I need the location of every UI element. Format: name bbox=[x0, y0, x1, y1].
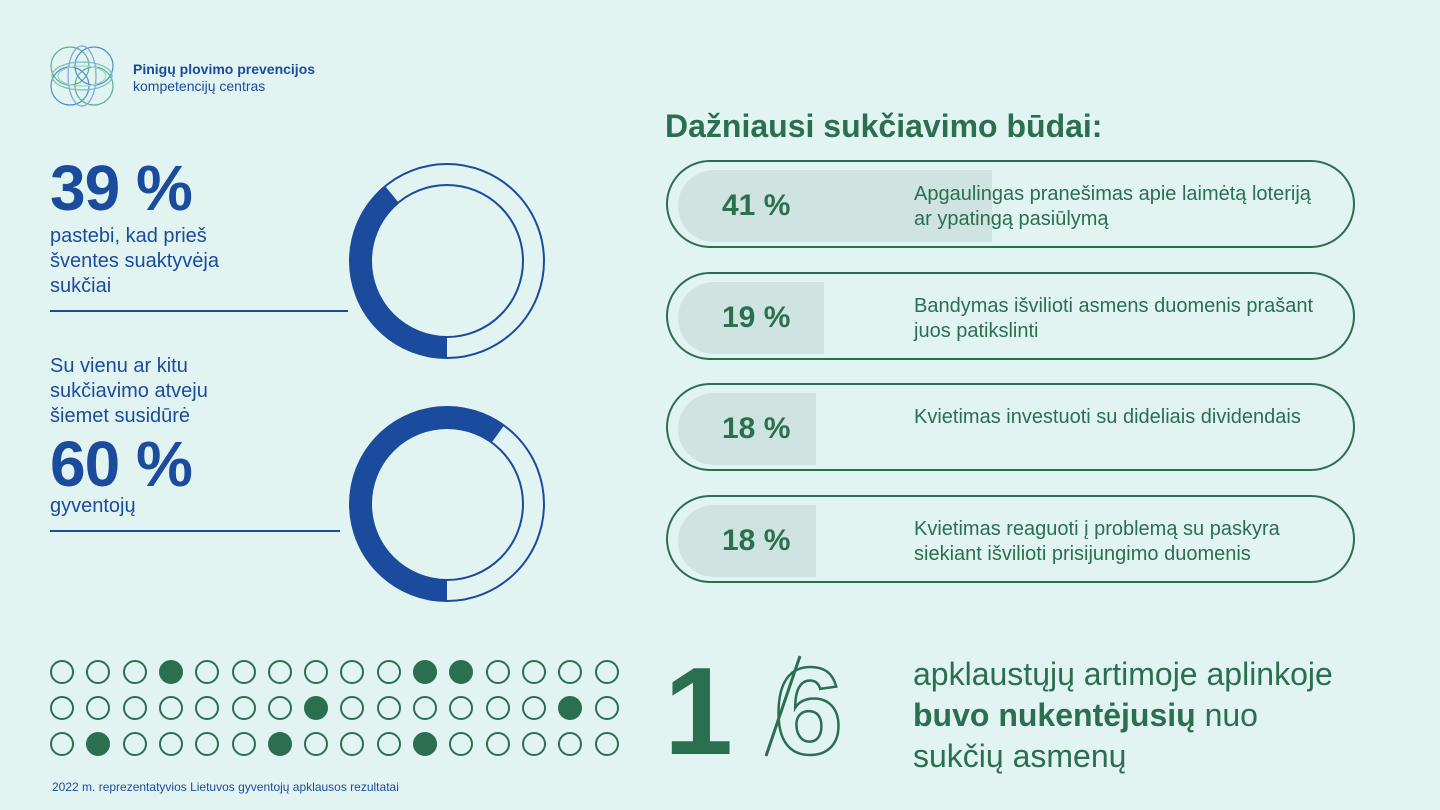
fraud-type-bar: 41 % Apgaulingas pranešimas apie laimėtą… bbox=[666, 160, 1355, 248]
dot-filled bbox=[558, 696, 583, 720]
bar-fill bbox=[678, 282, 824, 354]
dot-empty bbox=[521, 732, 546, 756]
fraction-text-bold: buvo nukentėjusių bbox=[913, 697, 1196, 733]
dot-empty bbox=[195, 660, 220, 684]
dot-empty bbox=[50, 696, 74, 720]
dot-empty bbox=[231, 660, 256, 684]
dot-empty bbox=[195, 696, 220, 720]
dot-empty bbox=[485, 660, 510, 684]
org-name-line2: kompetencijų centras bbox=[133, 78, 266, 94]
org-name-line1: Pinigų plovimo prevencijos bbox=[133, 61, 316, 77]
dot-empty bbox=[521, 696, 546, 720]
logo-icon bbox=[50, 45, 114, 107]
fraction-slash bbox=[764, 655, 802, 757]
fraction-numerator: 1 bbox=[664, 650, 733, 762]
dot-empty bbox=[231, 732, 256, 756]
divider-line bbox=[50, 530, 340, 532]
dot-empty bbox=[376, 732, 401, 756]
bar-category-label: Kvietimas reaguoti į problemą su paskyra… bbox=[914, 518, 1280, 565]
dot-empty bbox=[521, 660, 546, 684]
dot-empty bbox=[594, 660, 619, 684]
dot-empty bbox=[449, 732, 474, 756]
dot-empty bbox=[340, 696, 365, 720]
dot-empty bbox=[304, 732, 329, 756]
dot-empty bbox=[122, 660, 147, 684]
dot-empty bbox=[50, 660, 74, 684]
fraction-text-part2: nuo bbox=[1195, 697, 1258, 733]
dot-empty bbox=[122, 732, 147, 756]
bar-fill bbox=[678, 393, 816, 465]
dot-empty bbox=[231, 696, 256, 720]
fraud-type-bar: 18 % Kvietimas reaguoti į problemą su pa… bbox=[666, 495, 1355, 583]
bar-category-label: Kvietimas investuoti su dideliais divide… bbox=[914, 406, 1301, 428]
dot-empty bbox=[267, 660, 292, 684]
fraction-1-6: 1 6 bbox=[664, 650, 844, 762]
dot-filled bbox=[449, 660, 474, 684]
dot-empty bbox=[376, 696, 401, 720]
fraud-type-bar: 18 % Kvietimas investuoti su dideliais d… bbox=[666, 383, 1355, 471]
donut-arc-60 bbox=[349, 407, 505, 601]
dot-empty bbox=[158, 696, 183, 720]
bar-fill bbox=[678, 505, 816, 577]
bar-fill bbox=[678, 170, 992, 242]
donut-chart-39 bbox=[349, 163, 545, 359]
dot-filled bbox=[86, 732, 111, 756]
dot-filled bbox=[413, 660, 437, 684]
fraction-text-part1: apklaustųjų artimoje aplinkoje bbox=[913, 656, 1333, 692]
stat1-value: 39 % bbox=[50, 152, 193, 224]
fraction-denominator: 6 bbox=[774, 650, 843, 762]
dot-filled bbox=[158, 660, 183, 684]
dot-empty bbox=[86, 696, 111, 720]
bar-value-label: 18 % bbox=[722, 524, 791, 557]
donut-arc-39 bbox=[350, 186, 447, 358]
dot-filled bbox=[413, 732, 437, 756]
dot-empty bbox=[449, 696, 474, 720]
fraud-type-bar: 19 % Bandymas išvilioti asmens duomenis … bbox=[666, 272, 1355, 360]
fraction-description: apklaustųjų artimoje aplinkoje buvo nuke… bbox=[913, 654, 1333, 777]
dot-empty bbox=[413, 696, 437, 720]
fraction-text-part3: sukčių asmenų bbox=[913, 738, 1127, 774]
dot-empty bbox=[267, 696, 292, 720]
dot-empty bbox=[558, 660, 583, 684]
stat2-value: 60 % bbox=[50, 428, 193, 500]
dot-empty bbox=[340, 732, 365, 756]
dot-empty bbox=[158, 732, 183, 756]
stat2-text: gyventojų bbox=[50, 495, 136, 517]
bar-value-label: 19 % bbox=[722, 301, 791, 334]
stat1-text: pastebi, kad prieš šventes suaktyvėja su… bbox=[50, 225, 219, 297]
dot-empty bbox=[485, 732, 510, 756]
dot-empty bbox=[594, 696, 619, 720]
dot-empty bbox=[304, 660, 329, 684]
donut-chart-60 bbox=[349, 406, 545, 602]
footnote: 2022 m. reprezentatyvios Lietuvos gyvent… bbox=[52, 780, 399, 794]
dot-empty bbox=[376, 660, 401, 684]
dot-empty bbox=[195, 732, 220, 756]
dot-empty bbox=[50, 732, 74, 756]
dot-empty bbox=[558, 732, 583, 756]
dot-filled bbox=[304, 696, 329, 720]
dot-empty bbox=[86, 660, 111, 684]
bar-category-label: Apgaulingas pranešimas apie laimėtą lote… bbox=[914, 183, 1311, 230]
dot-empty bbox=[340, 660, 365, 684]
divider-line bbox=[50, 310, 348, 312]
dot-empty bbox=[594, 732, 619, 756]
chart-title: Dažniausi sukčiavimo būdai: bbox=[665, 108, 1103, 144]
bar-value-label: 18 % bbox=[722, 412, 791, 445]
bar-category-label: Bandymas išvilioti asmens duomenis praša… bbox=[914, 295, 1314, 342]
stat2-intro: Su vienu ar kitu sukčiavimo atveju šieme… bbox=[50, 355, 208, 427]
dot-empty bbox=[485, 696, 510, 720]
dot-filled bbox=[267, 732, 292, 756]
dot-empty bbox=[122, 696, 147, 720]
bar-value-label: 41 % bbox=[722, 189, 791, 222]
